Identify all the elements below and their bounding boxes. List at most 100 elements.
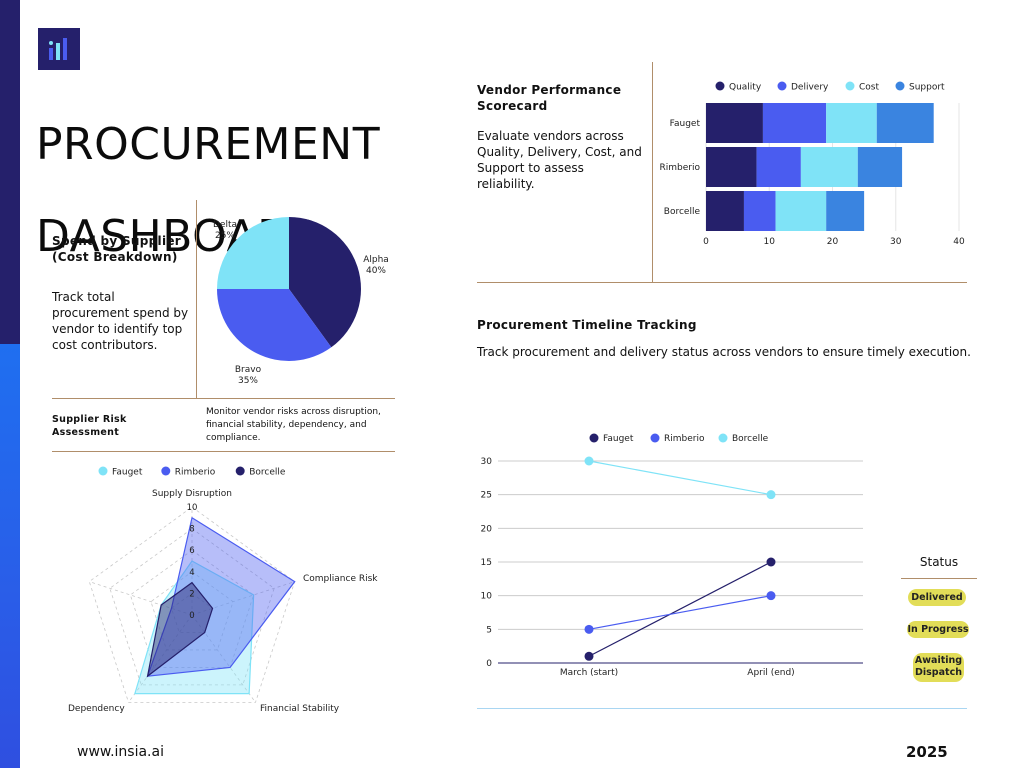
pie-label: Alpha xyxy=(363,255,389,265)
bar-category-label: Borcelle xyxy=(664,207,701,217)
legend-label: Fauget xyxy=(112,468,143,478)
legend-marker-quality xyxy=(715,81,725,91)
pie-value-label: 40% xyxy=(366,266,386,276)
radar-axis-label: Compliance Risk xyxy=(303,574,378,584)
legend-label: Quality xyxy=(729,83,762,93)
pie-value-label: 35% xyxy=(238,376,258,386)
radar-series-rimberio xyxy=(146,516,296,677)
radar-grid xyxy=(109,528,275,686)
line-point-fauget xyxy=(766,557,776,567)
vendor-bar-chart: 0 10 20 30 40 Fauget Rimberio Borcelle Quality De… xyxy=(660,81,965,247)
page-title-line1: PROCUREMENT xyxy=(36,119,381,170)
pie-label: Bravo xyxy=(235,365,262,375)
spend-title-line1: Spend by Supplier xyxy=(52,234,182,248)
line-point-borcelle xyxy=(766,490,776,500)
risk-description: Monitor vendor risks across disruption, … xyxy=(206,407,381,443)
legend-label: Fauget xyxy=(603,434,634,444)
legend-label: Borcelle xyxy=(732,434,769,444)
pie-slice-bravo xyxy=(217,289,332,361)
divider xyxy=(652,62,653,282)
bar-segment-cost xyxy=(775,191,827,231)
legend-marker-delivery xyxy=(777,81,787,91)
radar-axis-label: Financial Stability xyxy=(260,704,340,714)
divider xyxy=(52,451,395,452)
radar-grid xyxy=(88,506,296,703)
legend-marker-fauget xyxy=(98,466,108,476)
legend-marker-support xyxy=(895,81,905,91)
bar-tick-label: 10 xyxy=(764,237,776,247)
radar-series-borcelle xyxy=(146,581,214,678)
bar-segment-support xyxy=(876,103,934,143)
line-point-borcelle xyxy=(584,456,594,466)
line-series-fauget xyxy=(588,561,772,657)
bar-segment-support xyxy=(857,147,903,187)
line-tick-label: 25 xyxy=(481,491,492,501)
radar-grid xyxy=(150,571,234,651)
pie-value-label: 25% xyxy=(215,231,235,241)
divider xyxy=(52,398,395,399)
bar-segment-delivery xyxy=(743,191,776,231)
line-category-label: March (start) xyxy=(560,668,618,678)
line-tick-label: 5 xyxy=(486,625,492,635)
timeline-title: Procurement Timeline Tracking xyxy=(477,318,697,332)
line-series-borcelle xyxy=(588,460,772,496)
pie-slice-delta xyxy=(217,217,289,289)
legend-label: Cost xyxy=(859,83,879,93)
vendor-title: Vendor Performance Scorecard xyxy=(477,83,622,113)
radar-tick-label: 0 xyxy=(189,611,194,621)
radar-series-fauget xyxy=(134,560,255,695)
risk-title: Supplier Risk Assessment xyxy=(52,414,127,438)
radar-tick-label: 6 xyxy=(189,546,194,556)
radar-tick-label: 4 xyxy=(189,568,194,578)
sidebar-accent-top xyxy=(0,0,20,344)
bar-segment-quality xyxy=(706,147,757,187)
divider xyxy=(901,578,977,579)
legend-marker-borcelle xyxy=(235,466,245,476)
vendor-description: Evaluate vendors across Quality, Deliver… xyxy=(477,129,642,191)
radar-tick-label: 2 xyxy=(189,589,194,599)
line-tick-label: 10 xyxy=(481,592,493,602)
bar-tick-label: 0 xyxy=(703,237,709,247)
timeline-line-chart: 0 5 10 15 20 25 30 March (start) April (end) Faug… xyxy=(481,433,863,678)
line-point-rimberio xyxy=(766,591,776,601)
bar-category-label: Fauget xyxy=(670,119,701,129)
line-category-label: April (end) xyxy=(747,668,794,678)
bar-segment-delivery xyxy=(762,103,827,143)
line-tick-label: 0 xyxy=(486,659,492,669)
risk-radar-chart: 0 2 4 6 8 10 Supply Disruption Compliance Risk F… xyxy=(68,466,378,714)
legend-marker-fauget xyxy=(589,433,599,443)
pie-slice-alpha xyxy=(289,217,361,348)
radar-tick-label: 10 xyxy=(187,503,198,513)
bar-tick-label: 30 xyxy=(890,237,902,247)
radar-tick-label: 8 xyxy=(189,525,194,535)
legend-label: Delivery xyxy=(791,83,829,93)
bar-segment-cost xyxy=(800,147,858,187)
radar-axis-label: Dependency xyxy=(68,704,125,714)
status-title: Status xyxy=(919,555,959,569)
divider xyxy=(477,282,967,283)
legend-label: Rimberio xyxy=(664,434,705,444)
status-badge-in-progress: In Progress xyxy=(907,621,969,638)
legend-marker-borcelle xyxy=(718,433,728,443)
radar-axis-label: Supply Disruption xyxy=(152,489,232,499)
line-tick-label: 30 xyxy=(481,457,493,467)
footer-year: 2025 xyxy=(906,743,948,761)
legend-marker-rimberio xyxy=(650,433,660,443)
pie-label: Delta xyxy=(213,220,237,230)
legend-label: Borcelle xyxy=(249,468,286,478)
bar-segment-quality xyxy=(706,191,744,231)
line-point-fauget xyxy=(584,651,594,661)
status-badge-delivered: Delivered xyxy=(908,589,966,606)
status-badge-awaiting-dispatch: Awaiting Dispatch xyxy=(913,653,964,682)
spend-title-line2: (Cost Breakdown) xyxy=(52,250,178,264)
spend-description: Track total procurement spend by vendor … xyxy=(52,290,189,352)
legend-label: Support xyxy=(909,83,945,93)
bar-segment-support xyxy=(826,191,865,231)
bar-segment-delivery xyxy=(756,147,801,187)
chart-logo-icon xyxy=(38,28,80,70)
bar-segment-quality xyxy=(706,103,763,143)
divider xyxy=(477,708,967,709)
bar-segment-cost xyxy=(826,103,877,143)
footer-website[interactable]: www.insia.ai xyxy=(77,744,164,760)
